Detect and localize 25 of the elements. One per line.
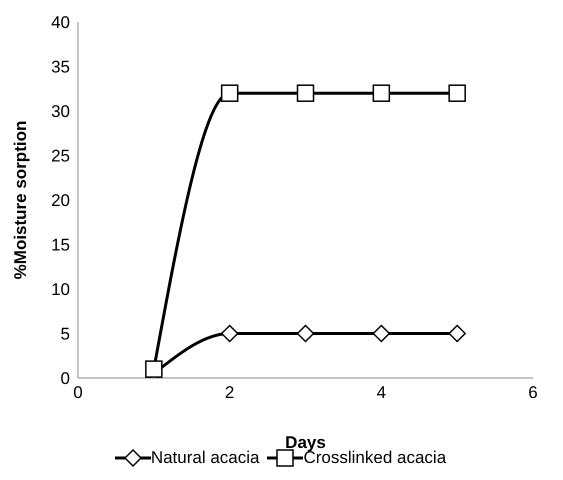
point — [372, 84, 390, 102]
y-tick-label: 10 — [51, 280, 70, 300]
y-tick-label: 0 — [60, 369, 70, 388]
y-tick-label: 25 — [51, 146, 70, 166]
point — [448, 324, 466, 342]
point — [220, 324, 238, 342]
point — [372, 324, 390, 342]
x-tick-label: 2 — [224, 383, 234, 402]
y-tick-label: 5 — [60, 324, 70, 344]
point — [296, 324, 314, 342]
point — [220, 84, 238, 102]
y-tick-label: 35 — [51, 58, 70, 77]
y-tick-label: 20 — [51, 191, 70, 210]
y-tick-label: 30 — [51, 102, 70, 122]
x-tick-label: 6 — [528, 383, 538, 402]
y-tick-label: 40 — [51, 13, 70, 32]
point — [296, 84, 314, 102]
y-tick-label: 15 — [51, 236, 70, 255]
x-tick-label: 4 — [376, 383, 386, 402]
legend-label: Natural acacia — [150, 448, 260, 468]
x-tick-label: 0 — [73, 383, 83, 402]
point — [145, 360, 163, 378]
x-axis-title: Days — [285, 433, 326, 452]
y-axis-title: %Moisture sorption — [11, 120, 30, 280]
point — [448, 84, 466, 102]
